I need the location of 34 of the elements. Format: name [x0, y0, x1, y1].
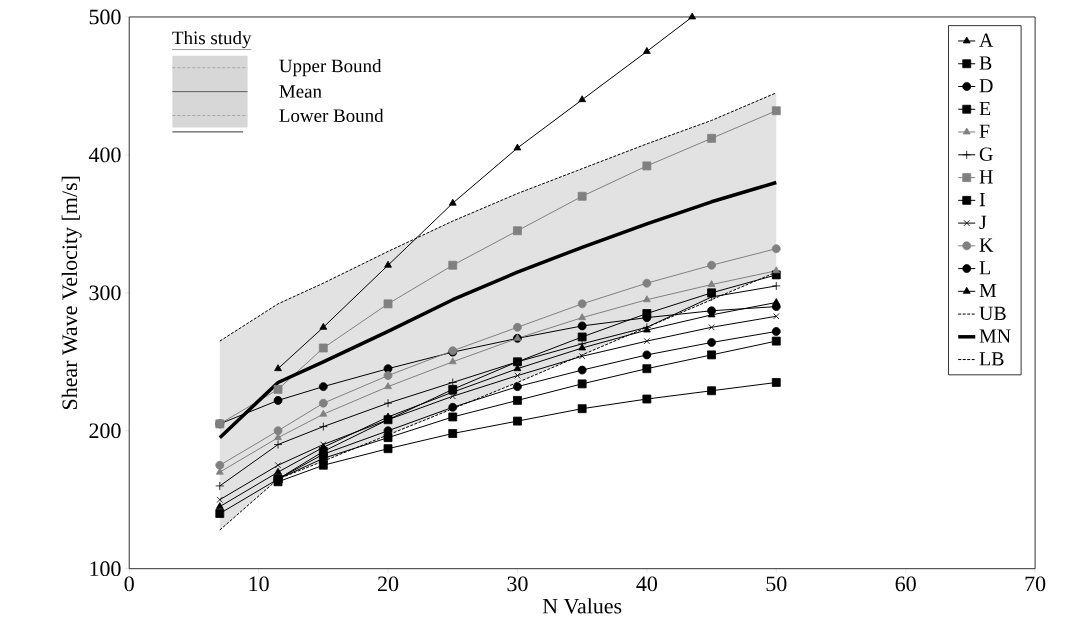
legend-label: I — [979, 193, 985, 207]
legend-label: LB — [979, 352, 1004, 366]
legend-label: UB — [979, 307, 1006, 321]
legend-label: D — [979, 79, 993, 93]
legend-label: M — [979, 284, 997, 298]
y-tick-label: 400 — [88, 147, 121, 163]
legend-label: K — [979, 238, 994, 252]
legend-label: A — [979, 33, 994, 48]
x-tick-label: 10 — [249, 576, 269, 592]
y-axis-title: Shear Wave Velocity [m/s] — [61, 176, 82, 410]
y-tick-label: 100 — [90, 561, 121, 577]
x-tick-label: 0 — [124, 576, 134, 592]
annotation: Lower Bound — [279, 108, 384, 123]
x-tick-label: 30 — [507, 576, 528, 592]
legend-label: J — [979, 216, 987, 230]
x-tick-label: 70 — [1025, 576, 1046, 592]
x-tick-label: 40 — [636, 576, 657, 592]
x-tick-label: 50 — [766, 576, 787, 592]
legend-label: MN — [979, 329, 1011, 343]
legend-label: B — [979, 56, 992, 70]
legend-label: H — [979, 170, 993, 184]
legend-label: G — [979, 147, 993, 162]
y-tick-label: 500 — [89, 9, 121, 25]
annotation: Mean — [279, 85, 322, 98]
legend-label: L — [979, 261, 990, 275]
annotation: This study — [172, 31, 252, 49]
legend-label: F — [979, 124, 990, 138]
x-tick-label: 20 — [378, 576, 399, 592]
x-axis-title: N Values — [542, 598, 622, 614]
legend-label: E — [979, 102, 991, 116]
annotation: Upper Bound — [279, 59, 382, 77]
y-tick-label: 200 — [89, 423, 121, 439]
x-tick-label: 60 — [895, 576, 916, 592]
y-tick-label: 300 — [89, 285, 121, 301]
